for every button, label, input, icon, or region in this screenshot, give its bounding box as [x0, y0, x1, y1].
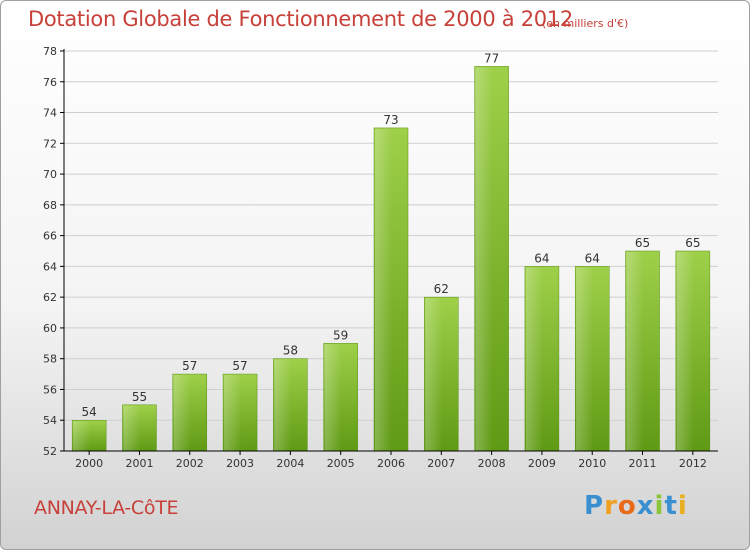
- bar-highlight: [274, 359, 292, 451]
- y-tick-label: 70: [43, 168, 57, 181]
- x-tick-label: 2011: [629, 457, 657, 470]
- chart-title: Dotation Globale de Fonctionnement de 20…: [28, 7, 573, 31]
- bar-value-label: 65: [635, 236, 650, 250]
- bar-highlight: [173, 375, 191, 451]
- x-tick-label: 2004: [276, 457, 304, 470]
- labels: 52 54 56 58 60 62 64 66 68 70 72 74 76 78 54 2000 55 2001…: [43, 45, 707, 470]
- bars: [71, 66, 711, 452]
- bar-highlight: [475, 67, 493, 451]
- y-tick-label: 54: [43, 414, 57, 427]
- bar-highlight: [525, 267, 543, 451]
- bar-value-label: 64: [585, 251, 600, 265]
- y-tick-label: 58: [43, 353, 57, 366]
- axes: [60, 49, 718, 455]
- x-tick-label: 2000: [75, 457, 103, 470]
- y-tick-label: 62: [43, 291, 57, 304]
- x-tick-label: 2012: [679, 457, 707, 470]
- logo-letter: x: [636, 491, 655, 521]
- chart-subtitle: (en milliers d'€): [542, 17, 629, 30]
- bar-highlight: [123, 405, 141, 451]
- x-tick-label: 2006: [377, 457, 405, 470]
- y-tick-label: 52: [43, 445, 57, 458]
- x-tick-label: 2001: [125, 457, 153, 470]
- y-tick-label: 56: [43, 383, 57, 396]
- bar-highlight: [224, 375, 242, 451]
- proxiti-logo: Proxiti: [584, 491, 688, 521]
- y-tick-label: 74: [43, 107, 57, 120]
- bar-value-label: 59: [333, 328, 348, 342]
- logo-letter: r: [604, 491, 618, 521]
- bar-value-label: 64: [534, 251, 549, 265]
- x-tick-label: 2002: [176, 457, 204, 470]
- y-tick-label: 68: [43, 199, 57, 212]
- bar-value-label: 55: [132, 390, 147, 404]
- bar-highlight: [425, 298, 443, 451]
- x-tick-label: 2007: [427, 457, 455, 470]
- bar-value-label: 58: [283, 344, 298, 358]
- bar-highlight: [626, 252, 644, 451]
- x-tick-label: 2003: [226, 457, 254, 470]
- y-tick-label: 78: [43, 45, 57, 58]
- bar-highlight: [324, 344, 342, 451]
- bar-highlight: [73, 421, 91, 451]
- bar-value-label: 65: [685, 236, 700, 250]
- bar-value-label: 57: [232, 359, 247, 373]
- y-tick-label: 66: [43, 230, 57, 243]
- x-tick-label: 2005: [327, 457, 355, 470]
- logo-letter: i: [654, 491, 665, 521]
- commune-name: ANNAY-LA-CôTE: [34, 497, 179, 519]
- bar-value-label: 54: [82, 405, 97, 419]
- y-tick-label: 76: [43, 76, 57, 89]
- logo-letter: t: [664, 491, 678, 521]
- bar-highlight: [676, 252, 694, 451]
- x-tick-label: 2010: [578, 457, 606, 470]
- bar-value-label: 62: [434, 282, 449, 296]
- bar-value-label: 77: [484, 51, 499, 65]
- logo-letter: i: [677, 491, 688, 521]
- y-tick-label: 64: [43, 260, 57, 273]
- bar-value-label: 73: [383, 113, 398, 127]
- y-tick-label: 60: [43, 322, 57, 335]
- x-tick-label: 2008: [478, 457, 506, 470]
- bar-highlight: [576, 267, 594, 451]
- x-tick-label: 2009: [528, 457, 556, 470]
- y-tick-label: 72: [43, 137, 57, 150]
- logo-letter: P: [584, 491, 605, 521]
- logo-letter: o: [617, 491, 637, 521]
- bar-highlight: [375, 128, 392, 451]
- bar-value-label: 57: [182, 359, 197, 373]
